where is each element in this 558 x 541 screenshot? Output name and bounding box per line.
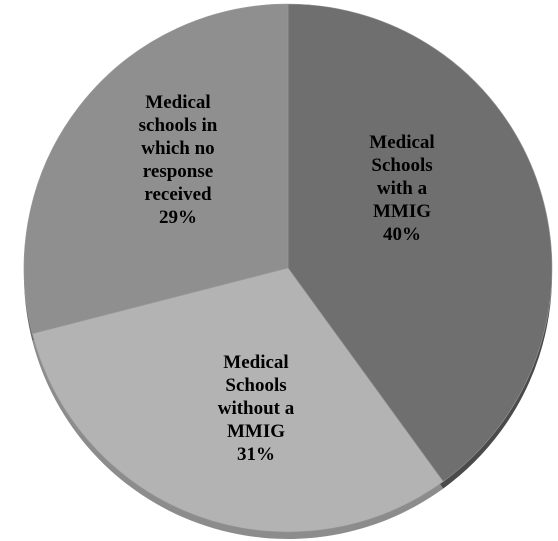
- pie-slice-label-line: received: [144, 184, 212, 205]
- pie-slice-label-line: 29%: [159, 207, 197, 228]
- pie-slice-label-line: Medical: [369, 132, 434, 153]
- pie-slice-label-line: 31%: [237, 444, 275, 465]
- pie-slices: [23, 3, 553, 533]
- pie-slice-label-line: which no: [141, 138, 214, 159]
- pie-slice-label-line: with a: [377, 178, 428, 199]
- pie-slice: [31, 267, 444, 533]
- pie-slice-label-line: Schools: [371, 155, 432, 176]
- pie-slice-label: Medical schools in which no response receive…: [139, 92, 218, 228]
- pie-slice-label-line: MMIG: [373, 201, 431, 222]
- pie-slice-label-line: MMIG: [227, 421, 285, 442]
- pie-slice: [287, 3, 553, 482]
- pie-slice-label-line: Medical: [145, 92, 210, 113]
- pie-slice-label-line: without a: [218, 398, 295, 419]
- pie-slice-label-line: schools in: [139, 115, 218, 136]
- pie-slice-label: Medical Schools without a MMIG 31%: [218, 352, 295, 465]
- pie-slice-label-line: 40%: [383, 224, 421, 245]
- pie-labels: Medical Schools with a MMIG 40%Medical School…: [139, 92, 435, 465]
- pie-slice-label-line: Schools: [225, 375, 286, 396]
- pie-slice-label-line: response: [143, 161, 213, 182]
- pie-slice-label: Medical Schools with a MMIG 40%: [369, 132, 434, 245]
- pie-slice-label-line: Medical: [223, 352, 288, 373]
- pie-slice: [23, 3, 289, 335]
